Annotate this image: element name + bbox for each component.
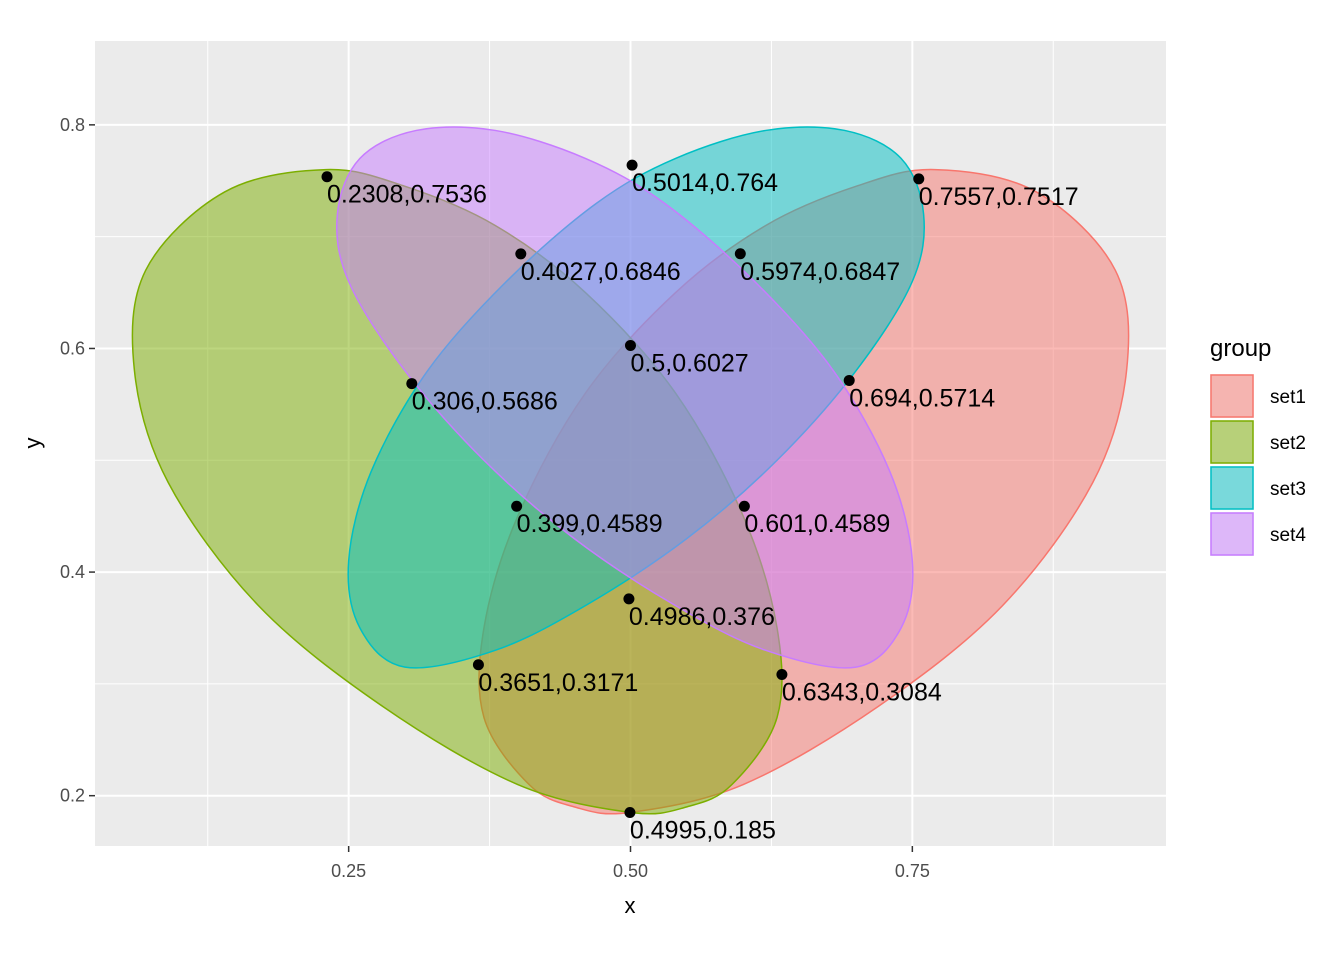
y-tick-label: 0.2	[60, 786, 85, 806]
legend-label-set2: set2	[1270, 433, 1306, 454]
legend-key-set1	[1210, 374, 1254, 418]
legend: group set1 set2 set3 set4	[1210, 335, 1306, 556]
point-label: 0.694,0.5714	[849, 384, 995, 412]
intersection-point	[321, 171, 333, 183]
point-label: 0.399,0.4589	[517, 510, 663, 538]
y-axis-title: y	[20, 438, 45, 449]
legend-key-set4	[1210, 512, 1254, 556]
legend-key-set2	[1210, 420, 1254, 464]
point-label: 0.7557,0.7517	[919, 183, 1079, 211]
legend-title: group	[1210, 335, 1271, 362]
intersection-point	[472, 659, 484, 671]
legend-key-set3	[1210, 466, 1254, 510]
legend-label-set1: set1	[1270, 387, 1306, 408]
intersection-point	[624, 806, 636, 818]
point-label: 0.4995,0.185	[630, 816, 776, 844]
y-tick-label: 0.6	[60, 338, 85, 358]
point-label: 0.5014,0.764	[632, 169, 778, 197]
legend-label-set3: set3	[1270, 479, 1306, 500]
intersection-point	[913, 173, 925, 185]
intersection-point	[515, 248, 527, 260]
y-axis: 0.2 0.4 0.6 0.8	[60, 115, 95, 806]
intersection-point	[511, 500, 523, 512]
intersection-point	[626, 159, 638, 171]
y-tick-label: 0.8	[60, 115, 85, 135]
intersection-point	[843, 374, 855, 386]
points-layer	[321, 159, 925, 818]
y-tick-label: 0.4	[60, 562, 85, 582]
point-label: 0.2308,0.7536	[327, 181, 487, 209]
x-tick-label: 0.75	[895, 861, 930, 881]
intersection-point	[738, 500, 750, 512]
point-label: 0.601,0.4589	[744, 510, 890, 538]
point-label: 0.306,0.5686	[412, 388, 558, 416]
point-labels-layer: 0.2308,0.7536 0.5014,0.764 0.7557,0.7517 0.…	[327, 169, 1079, 844]
point-label: 0.6343,0.3084	[782, 678, 942, 706]
point-label: 0.4027,0.6846	[521, 258, 681, 286]
x-tick-label: 0.50	[613, 861, 648, 881]
intersection-point	[625, 339, 636, 351]
legend-label-set4: set4	[1270, 525, 1306, 546]
point-label: 0.5974,0.6847	[740, 258, 900, 286]
legend-entries: set1 set2 set3 set4	[1210, 374, 1306, 556]
intersection-point	[623, 593, 635, 605]
intersection-point	[776, 668, 788, 680]
intersection-point	[406, 378, 418, 390]
ellipses-layer	[131, 126, 1130, 815]
x-tick-label: 0.25	[331, 861, 366, 881]
ellipse-set4	[335, 126, 914, 669]
x-axis: 0.25 0.50 0.75	[331, 846, 930, 881]
intersection-point	[734, 248, 746, 260]
x-axis-title: x	[625, 893, 636, 918]
point-label: 0.3651,0.3171	[478, 669, 638, 697]
point-label: 0.5,0.6027	[631, 349, 749, 377]
point-label: 0.4986,0.376	[629, 603, 775, 631]
